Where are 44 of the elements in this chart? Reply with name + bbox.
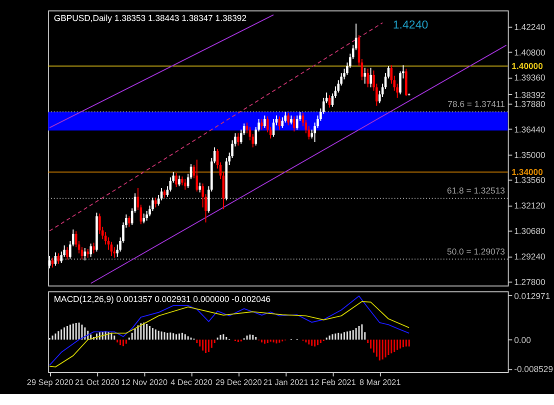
candlestick xyxy=(237,132,240,146)
candlestick xyxy=(92,242,95,254)
annotation: 1.4240 xyxy=(392,20,428,32)
candlestick xyxy=(293,116,296,132)
y-tick-label: 1.30680 xyxy=(514,226,546,236)
candlestick xyxy=(57,252,60,264)
candlestick xyxy=(264,115,266,128)
y-tick-label: 1.39360 xyxy=(514,72,546,83)
candlestick xyxy=(260,118,263,130)
candlestick xyxy=(128,216,130,228)
candlestick xyxy=(366,68,369,88)
y-tick-label: 1.40800 xyxy=(514,47,546,58)
candlestick xyxy=(296,115,298,130)
y-tick-label: 1.38392 xyxy=(514,90,546,100)
candlestick xyxy=(90,243,92,258)
candlestick xyxy=(370,67,372,88)
candlestick xyxy=(287,112,290,126)
y-tick-label: 1.42240 xyxy=(514,22,546,32)
y-tick-label: 1.37880 xyxy=(514,98,546,109)
ref-line-label: 1.34000 xyxy=(512,166,544,177)
chart-title: MACD(12,26,9) 0.001357 0.002931 0.000000 -0.002046 xyxy=(54,294,271,304)
candlestick xyxy=(142,213,146,224)
candlestick xyxy=(175,172,178,188)
ref-line-label: 61.8 = 1.32513 xyxy=(447,186,506,196)
y-tick-label: -0.008529 xyxy=(514,364,554,374)
ref-line-label: 50.0 = 1.29073 xyxy=(447,246,506,256)
ref-line-label: 1.40000 xyxy=(512,60,544,71)
y-tick-label: 0.012971 xyxy=(514,290,550,301)
y-tick-label: 1.27800 xyxy=(514,276,546,287)
candlestick xyxy=(364,67,366,84)
y-tick-label: 1.35000 xyxy=(514,150,546,160)
y-tick-label: 1.29240 xyxy=(514,252,546,262)
chart-title: GBPUSD,Daily 1.38353 1.38443 1.38347 1.38392 xyxy=(54,12,247,23)
candlestick xyxy=(184,178,186,190)
y-tick-label: 1.32120 xyxy=(514,200,546,211)
candlestick xyxy=(405,68,408,97)
ref-line-label: 78.6 = 1.37411 xyxy=(448,98,506,109)
candlestick xyxy=(198,182,202,193)
candlestick xyxy=(178,175,180,187)
candlestick xyxy=(66,246,68,260)
y-tick-label: 1.33560 xyxy=(514,175,546,186)
y-tick-label: 1.36440 xyxy=(514,124,546,134)
candlestick xyxy=(154,197,157,208)
y-tick-label: 0.00 xyxy=(514,335,532,346)
